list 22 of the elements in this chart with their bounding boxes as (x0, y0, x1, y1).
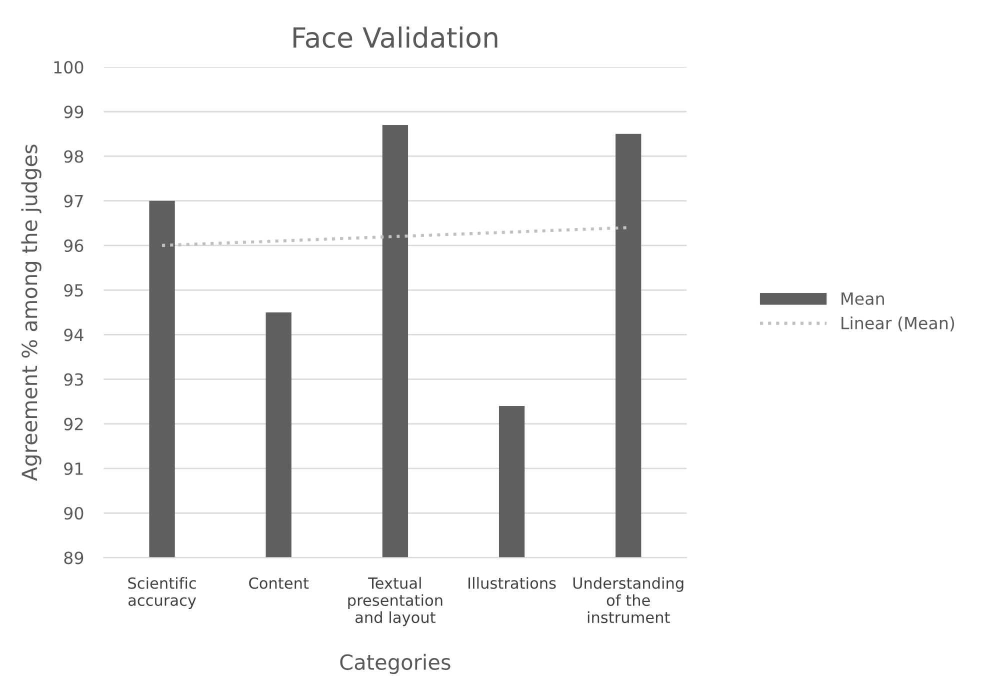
legend-label: Linear (Mean) (842, 316, 954, 332)
x-tick-label: Understanding of the instrument (573, 577, 684, 624)
x-tick-label: Textual presentation and layout (348, 577, 442, 626)
legend-label: Mean (842, 292, 884, 305)
y-tick-label: 93 (64, 373, 83, 386)
y-tick-label: 96 (64, 239, 84, 252)
y-axis-title: Agreement % among the judges (21, 144, 42, 481)
y-tick-label: 92 (64, 418, 83, 430)
x-tick-label: Illustrations (468, 577, 556, 589)
y-tick-label: 99 (64, 106, 84, 118)
y-tick-label: 100 (54, 60, 84, 74)
chart-title: Face Validation (294, 26, 498, 48)
x-tick-label: Content (249, 577, 309, 589)
y-tick-label: 89 (64, 552, 84, 564)
y-tick-label: 97 (64, 194, 83, 208)
x-axis-title: Categories (340, 654, 450, 674)
y-tick-label: 90 (64, 507, 84, 520)
y-tick-label: 94 (64, 328, 84, 342)
x-tick-label: Scientific accuracy (128, 577, 196, 609)
y-tick-label: 95 (64, 284, 83, 297)
y-tick-label: 98 (64, 150, 84, 163)
y-tick-label: 91 (64, 462, 83, 476)
